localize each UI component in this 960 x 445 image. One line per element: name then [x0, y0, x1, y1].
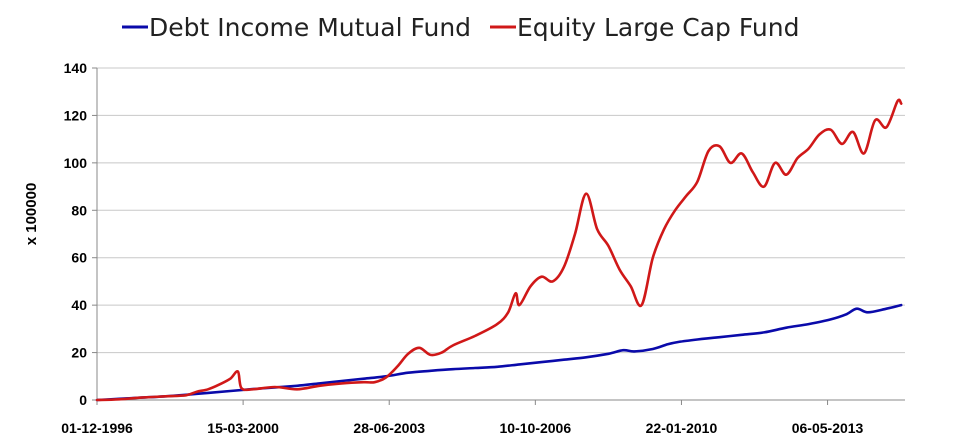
- legend-label: Equity Large Cap Fund: [517, 13, 799, 42]
- x-tick-label: 28-06-2003: [353, 420, 425, 436]
- legend-label: Debt Income Mutual Fund: [149, 13, 471, 42]
- y-tick-label: 120: [64, 107, 88, 123]
- series-lines: [95, 98, 903, 402]
- gridlines: [97, 67, 905, 354]
- x-tick-label: 22-01-2010: [646, 420, 718, 436]
- x-tick-label: 01-12-1996: [61, 420, 133, 436]
- y-axis-label: x 100000: [23, 183, 40, 246]
- x-tick-label: 15-03-2000: [207, 420, 279, 436]
- y-tick-label: 80: [71, 202, 87, 218]
- x-tick-label: 06-05-2013: [792, 420, 864, 436]
- x-tick-label: 10-10-2006: [500, 420, 572, 436]
- legend: Debt Income Mutual Fund Equity Large Cap …: [122, 13, 799, 42]
- y-tick-label: 140: [64, 60, 88, 76]
- x-axis-ticks: 01-12-1996 15-03-2000 28-06-2003 10-10-2006…: [61, 400, 864, 436]
- series-line-2: [95, 98, 903, 402]
- y-tick-label: 100: [64, 155, 88, 171]
- y-tick-label: 60: [71, 250, 87, 266]
- y-axis-ticks: 0 20 40 60 80 100 120 140: [64, 60, 97, 408]
- y-tick-label: 0: [79, 392, 87, 408]
- y-tick-label: 20: [71, 345, 87, 361]
- y-tick-label: 40: [71, 297, 87, 313]
